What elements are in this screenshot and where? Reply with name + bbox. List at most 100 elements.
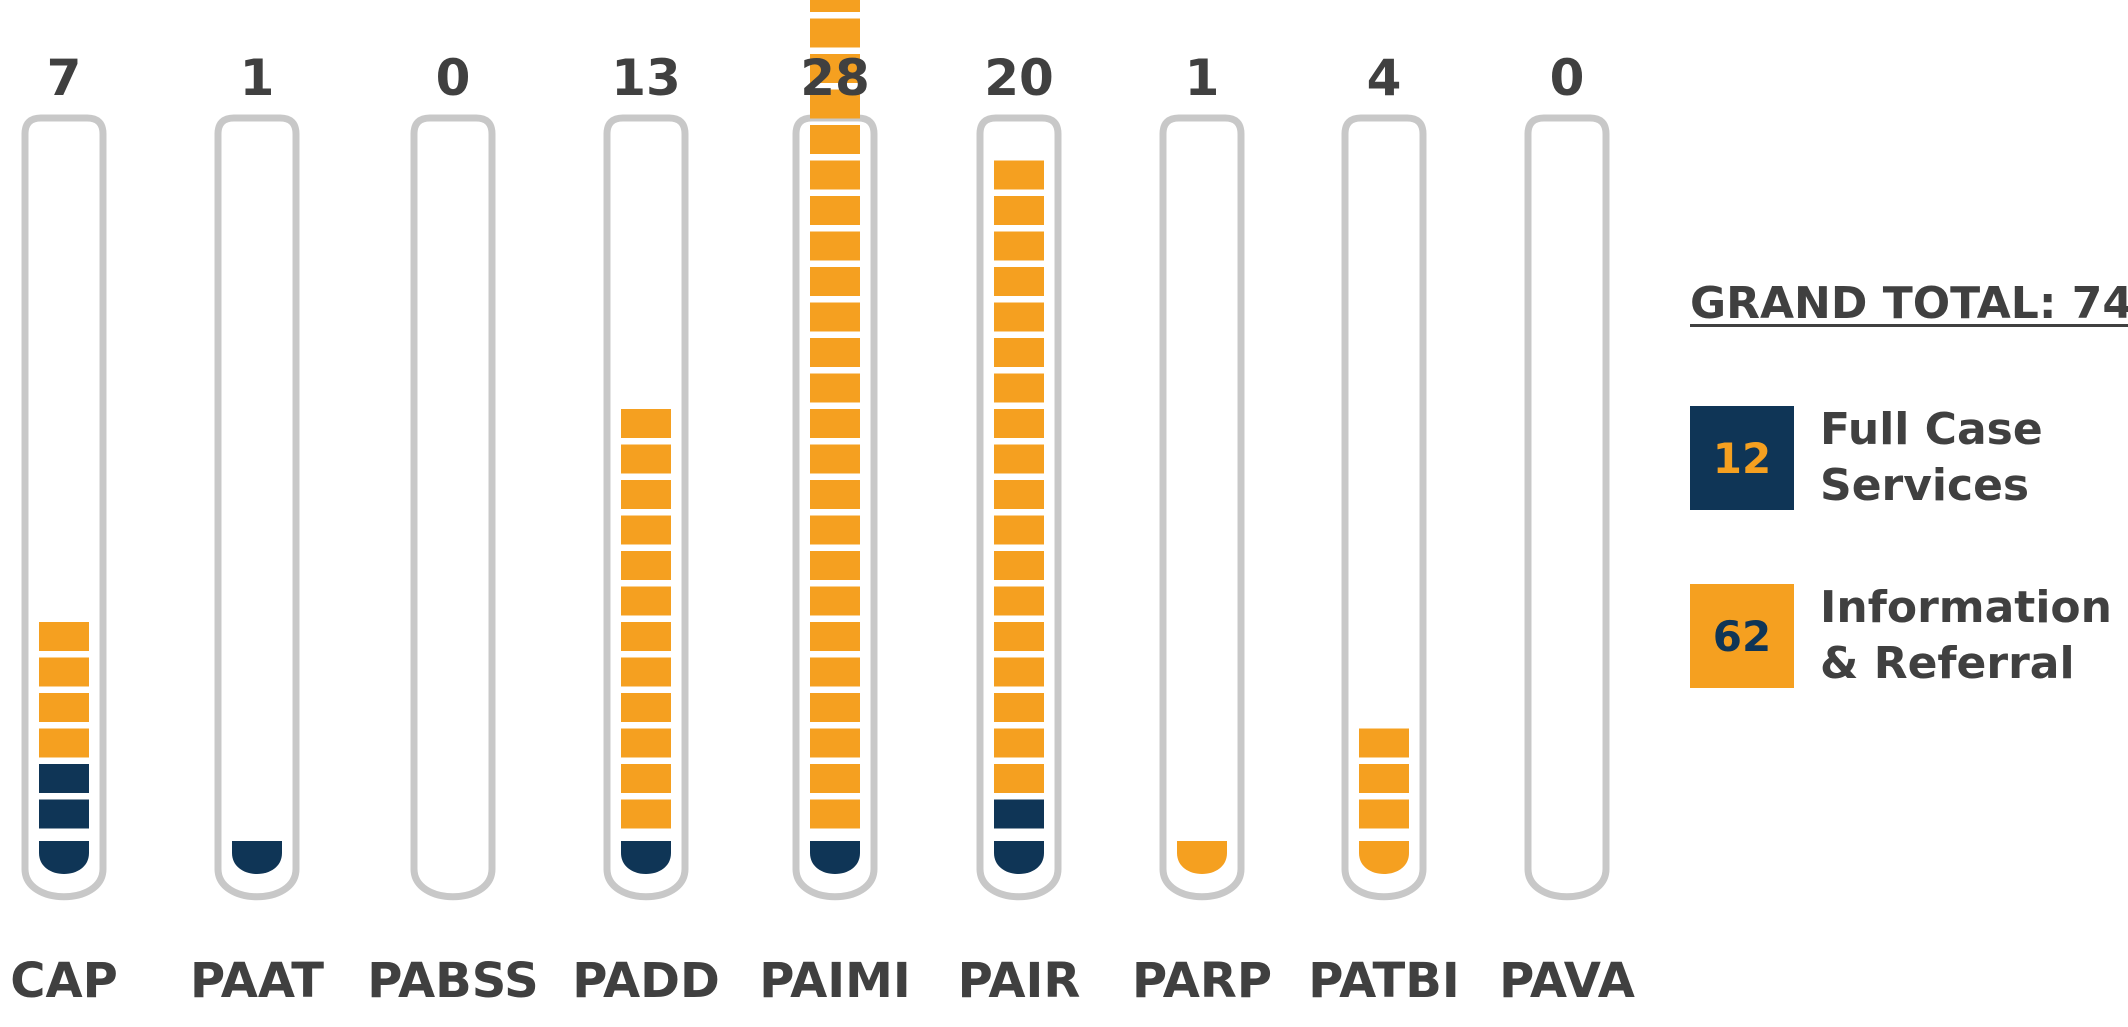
tube-outline <box>1341 114 1427 901</box>
bar-segment <box>994 480 1044 509</box>
bar-segment <box>994 764 1044 793</box>
bar-segment <box>810 125 860 154</box>
bar-segment <box>810 338 860 367</box>
category-label: PAVA <box>1499 953 1635 1009</box>
bar-segment <box>994 302 1044 332</box>
tube-parp: 1 PARP <box>1132 49 1272 1009</box>
legend-label-line: Services <box>1820 460 2030 511</box>
bar-segment <box>810 622 860 651</box>
bar-segment <box>994 728 1044 758</box>
bar-segment <box>810 89 860 119</box>
legend: GRAND TOTAL: 74 12 Full Case Services 62… <box>1690 278 2128 689</box>
bar-segment <box>810 160 860 190</box>
bar-segment <box>994 841 1044 874</box>
bar-segment <box>810 480 860 509</box>
bar-segment <box>994 160 1044 190</box>
bar-segment <box>994 373 1044 403</box>
bar-segment <box>810 196 860 225</box>
count-label: 1 <box>1185 49 1220 107</box>
bar-segment <box>39 764 89 793</box>
legend-swatch-info-referral: 62 <box>1690 584 1794 688</box>
count-label: 1 <box>240 49 275 107</box>
bar-segment <box>39 657 89 687</box>
tube-pair: 20 PAIR <box>958 49 1081 1009</box>
count-label: 0 <box>436 49 471 107</box>
bar-segment <box>810 54 860 83</box>
bar-segment <box>994 693 1044 722</box>
category-label: PADD <box>572 953 720 1009</box>
category-label: PAIR <box>958 953 1081 1009</box>
bar-segment <box>994 799 1044 829</box>
bar-segment <box>1359 764 1409 793</box>
bar-segment <box>621 444 671 474</box>
tube-chart: 7 CAP 1 PAAT 0 PABSS 13 PADD 28 PAIMI 20 PAIR 1 PARP 4… <box>10 0 1635 1009</box>
bar-segment <box>994 409 1044 438</box>
bar-segment <box>994 586 1044 616</box>
bar-segment <box>621 586 671 616</box>
category-label: PARP <box>1132 953 1272 1009</box>
tube-outline <box>410 114 496 901</box>
legend-label-line: Information <box>1820 582 2112 633</box>
bar-segment <box>810 841 860 874</box>
bar-segment <box>994 338 1044 367</box>
bar-segment <box>810 373 860 403</box>
bar-segment <box>810 0 860 12</box>
bar-segment <box>39 841 89 874</box>
bar-segment <box>621 657 671 687</box>
legend-label-info-referral: Information & Referral <box>1820 580 2112 692</box>
category-label: PABSS <box>367 953 539 1009</box>
count-label: 7 <box>47 49 82 107</box>
bar-segment <box>810 728 860 758</box>
bar-segment <box>994 231 1044 261</box>
bar-segment <box>1359 728 1409 758</box>
count-label: 4 <box>1367 49 1402 107</box>
tube-cap: 7 CAP <box>10 49 118 1009</box>
tube-pava: 0 PAVA <box>1499 49 1635 1009</box>
bar-segment <box>810 693 860 722</box>
bar-segment <box>810 267 860 296</box>
legend-label-full-case: Full Case Services <box>1820 402 2110 514</box>
bar-segment <box>810 409 860 438</box>
bar-segment <box>994 622 1044 651</box>
count-label: 0 <box>1550 49 1585 107</box>
legend-label-line: & Referral <box>1820 638 2075 689</box>
legend-label-line: Full Case <box>1820 404 2043 455</box>
bar-segment <box>810 657 860 687</box>
bar-segment <box>994 267 1044 296</box>
legend-item-info-referral: 62 Information & Referral <box>1690 580 2112 692</box>
bar-segment <box>994 515 1044 545</box>
bar-segment <box>810 799 860 829</box>
tube-padd: 13 PADD <box>572 49 720 1009</box>
bar-segment <box>621 409 671 438</box>
bar-segment <box>39 622 89 651</box>
bar-segment <box>621 841 671 874</box>
bar-segment <box>1359 799 1409 829</box>
bar-segment <box>1177 841 1227 874</box>
bar-segment <box>810 231 860 261</box>
tube-patbi: 4 PATBI <box>1308 49 1459 1009</box>
bar-segment <box>810 18 860 48</box>
bar-segment <box>39 799 89 829</box>
tube-paat: 1 PAAT <box>190 49 324 1009</box>
count-label: 28 <box>800 49 870 107</box>
bar-segment <box>621 764 671 793</box>
bar-segment <box>810 444 860 474</box>
tube-outline <box>1524 114 1610 901</box>
bar-segment <box>39 728 89 758</box>
bar-segment <box>232 841 282 874</box>
bar-segment <box>810 515 860 545</box>
bar-segment <box>621 693 671 722</box>
count-label: 20 <box>984 49 1054 107</box>
bar-segment <box>621 728 671 758</box>
tube-paimi: 28 PAIMI <box>759 0 911 1009</box>
tube-outline <box>1159 114 1245 901</box>
bar-segment <box>994 551 1044 580</box>
bar-segment <box>810 764 860 793</box>
bar-segment <box>621 551 671 580</box>
bar-segment <box>810 551 860 580</box>
legend-item-full-case: 12 Full Case Services <box>1690 402 2110 514</box>
bar-segment <box>994 196 1044 225</box>
tube-pabss: 0 PABSS <box>367 49 539 1009</box>
count-label: 13 <box>611 49 681 107</box>
category-label: CAP <box>10 953 118 1009</box>
